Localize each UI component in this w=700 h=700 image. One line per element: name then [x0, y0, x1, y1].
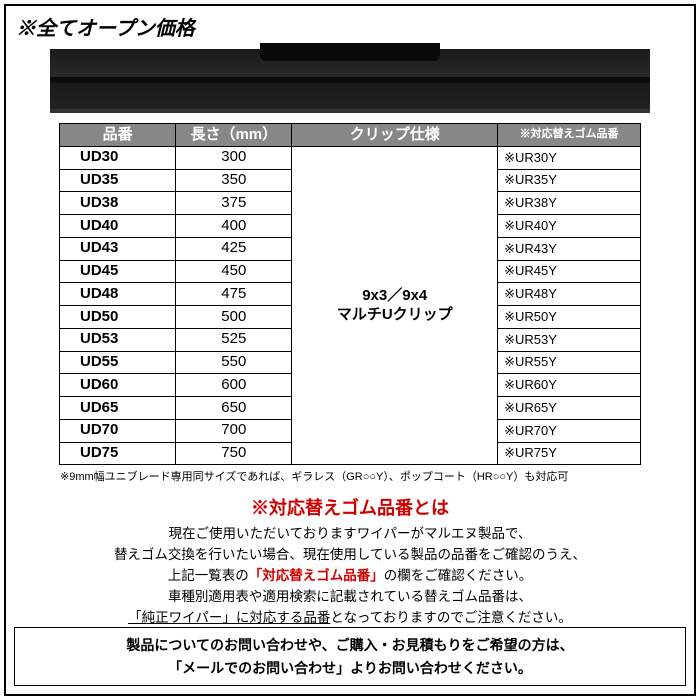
cell-rubber: ※UR40Y — [498, 215, 641, 238]
table-footnote: ※9mm幅ユニブレード専用同サイズであれば、ギラレス（GR○○Y）、ポップコート… — [6, 465, 694, 484]
col-rubber: ※対応替えゴム品番 — [498, 124, 641, 147]
cell-rubber: ※UR50Y — [498, 306, 641, 329]
cell-code: UD70 — [60, 419, 176, 442]
cell-clip-spec: 9x3／9x4マルチUクリップ — [292, 146, 498, 465]
cell-length: 425 — [176, 237, 292, 260]
cell-code: UD48 — [60, 283, 176, 306]
cell-length: 500 — [176, 306, 292, 329]
cell-rubber: ※UR65Y — [498, 397, 641, 420]
table-header-row: 品番 長さ（mm） クリップ仕様 ※対応替えゴム品番 — [60, 124, 641, 147]
cell-rubber: ※UR35Y — [498, 169, 641, 192]
col-clip: クリップ仕様 — [292, 124, 498, 147]
description: 現在ご使用いただいておりますワイパーがマルエヌ製品で、 替えゴム交換を行いたい場… — [6, 524, 694, 629]
footer-box: 製品についてのお問い合わせや、ご購入・お見積もりをご希望の方は、 「メールでのお… — [14, 627, 686, 686]
cell-length: 375 — [176, 192, 292, 215]
desc-line3c: の欄をご確認ください。 — [384, 568, 533, 583]
desc-line2: 替えゴム交換を行いたい場合、現在使用している製品の品番をご確認のうえ、 — [114, 547, 586, 562]
desc-line4: 車種別適用表や適用検索に記載されている替えゴム品番は、 — [168, 589, 532, 604]
cell-length: 650 — [176, 397, 292, 420]
cell-code: UD30 — [60, 146, 176, 169]
cell-length: 550 — [176, 351, 292, 374]
cell-length: 700 — [176, 419, 292, 442]
cell-length: 525 — [176, 328, 292, 351]
cell-rubber: ※UR38Y — [498, 192, 641, 215]
cell-code: UD38 — [60, 192, 176, 215]
cell-code: UD43 — [60, 237, 176, 260]
cell-code: UD65 — [60, 397, 176, 420]
cell-length: 750 — [176, 442, 292, 465]
cell-rubber: ※UR60Y — [498, 374, 641, 397]
cell-rubber: ※UR45Y — [498, 260, 641, 283]
cell-rubber: ※UR30Y — [498, 146, 641, 169]
col-length: 長さ（mm） — [176, 124, 292, 147]
cell-length: 600 — [176, 374, 292, 397]
cell-rubber: ※UR43Y — [498, 237, 641, 260]
cell-length: 400 — [176, 215, 292, 238]
desc-line3a: 上記一覧表の — [168, 568, 249, 583]
cell-rubber: ※UR53Y — [498, 328, 641, 351]
cell-code: UD45 — [60, 260, 176, 283]
document-frame: ※全てオープン価格 品番 長さ（mm） クリップ仕様 ※対応替えゴム品番 UD3… — [4, 4, 696, 696]
desc-line5b: となっておりますのでご注意ください。 — [330, 610, 572, 625]
desc-line5-underline: 「純正ワイパー」に対応する品番 — [128, 610, 330, 625]
cell-code: UD75 — [60, 442, 176, 465]
cell-code: UD40 — [60, 215, 176, 238]
cell-rubber: ※UR55Y — [498, 351, 641, 374]
cell-code: UD55 — [60, 351, 176, 374]
page-title: ※全てオープン価格 — [6, 6, 694, 43]
cell-code: UD50 — [60, 306, 176, 329]
cell-code: UD35 — [60, 169, 176, 192]
cell-rubber: ※UR75Y — [498, 442, 641, 465]
cell-rubber: ※UR70Y — [498, 419, 641, 442]
desc-line1: 現在ご使用いただいておりますワイパーがマルエヌ製品で、 — [169, 526, 532, 541]
cell-rubber: ※UR48Y — [498, 283, 641, 306]
cell-length: 450 — [176, 260, 292, 283]
cell-length: 300 — [176, 146, 292, 169]
section-title: ※対応替えゴム品番とは — [6, 494, 694, 520]
table-row: UD303009x3／9x4マルチUクリップ※UR30Y — [60, 146, 641, 169]
desc-line3-red: 「対応替えゴム品番」 — [249, 568, 384, 583]
footer-line2: 「メールでのお問い合わせ」よりお問い合わせください。 — [168, 660, 532, 676]
footer-line1: 製品についてのお問い合わせや、ご購入・お見積もりをご希望の方は、 — [126, 637, 573, 653]
cell-length: 350 — [176, 169, 292, 192]
spec-table: 品番 長さ（mm） クリップ仕様 ※対応替えゴム品番 UD303009x3／9x… — [59, 123, 641, 465]
product-image — [50, 43, 650, 119]
cell-code: UD60 — [60, 374, 176, 397]
cell-length: 475 — [176, 283, 292, 306]
cell-code: UD53 — [60, 328, 176, 351]
col-code: 品番 — [60, 124, 176, 147]
